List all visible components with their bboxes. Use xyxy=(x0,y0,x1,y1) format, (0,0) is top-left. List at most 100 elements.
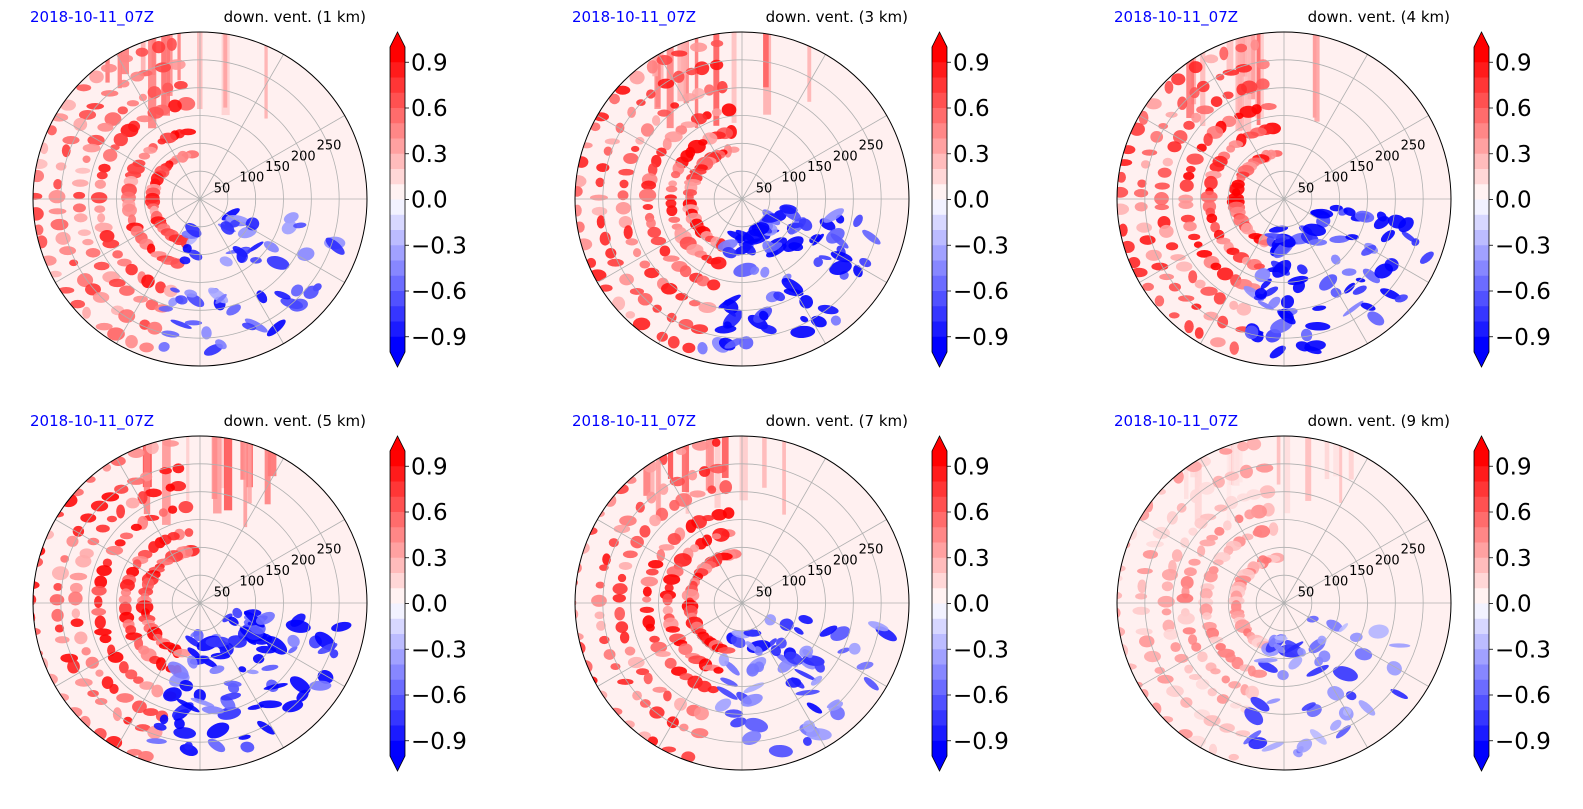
colorbar-segment xyxy=(932,169,947,185)
positive-cell xyxy=(125,263,138,276)
colorbar-segment xyxy=(1474,527,1489,543)
colorbar-segment xyxy=(1474,710,1489,726)
colorbar-segment xyxy=(932,336,947,353)
colorbar-segment xyxy=(932,108,947,124)
positive-cell xyxy=(1154,204,1169,211)
negative-cell xyxy=(289,676,311,694)
positive-cell xyxy=(575,156,589,168)
polar-outline xyxy=(32,31,368,367)
radial-tick-label: 100 xyxy=(781,575,806,590)
negative-cell xyxy=(261,664,279,671)
positive-cell xyxy=(1207,687,1218,697)
negative-cell xyxy=(760,324,777,335)
streak-mark xyxy=(240,436,246,480)
negative-cell xyxy=(768,744,793,758)
grid-spoke xyxy=(741,602,887,687)
negative-cell xyxy=(174,718,185,730)
negative-cell xyxy=(1272,259,1292,278)
positive-cell xyxy=(1117,626,1126,637)
positive-cell xyxy=(682,342,696,354)
positive-cell xyxy=(615,621,629,633)
positive-cell xyxy=(66,707,83,718)
colorbar-tick-label: −0.9 xyxy=(953,325,1009,351)
negative-cell xyxy=(1394,294,1408,303)
streak-mark xyxy=(1247,32,1256,100)
positive-cell xyxy=(152,40,166,54)
colorbar-segment xyxy=(932,245,947,261)
positive-cell xyxy=(615,85,631,95)
radial-tick-label: 150 xyxy=(807,160,832,175)
negative-cell xyxy=(714,325,737,334)
negative-cell xyxy=(1312,305,1327,311)
streak-mark xyxy=(243,436,248,528)
positive-cell xyxy=(71,179,89,187)
positive-cell xyxy=(68,488,84,497)
negative-cell xyxy=(1343,207,1356,216)
negative-cell xyxy=(812,233,824,246)
positive-cell xyxy=(665,185,678,193)
negative-cell xyxy=(226,304,241,316)
positive-cell xyxy=(659,452,668,465)
positive-cell xyxy=(1226,144,1236,153)
streak-mark xyxy=(1226,32,1234,75)
positive-cell xyxy=(132,700,147,714)
positive-cell xyxy=(630,145,640,152)
negative-cell xyxy=(325,237,345,255)
colorbar-segment xyxy=(932,603,947,620)
negative-cell xyxy=(714,698,732,712)
positive-cell xyxy=(82,306,91,319)
positive-cell xyxy=(1141,149,1158,156)
negative-cell xyxy=(806,702,823,714)
positive-cell xyxy=(1206,213,1218,224)
positive-cell xyxy=(1244,509,1255,520)
negative-cell xyxy=(770,645,782,657)
negative-cell xyxy=(1305,322,1331,331)
negative-cell xyxy=(779,618,794,631)
positive-cell xyxy=(655,650,671,657)
positive-cell xyxy=(646,217,656,229)
colorbar-tick-label: 0.9 xyxy=(1495,454,1532,480)
positive-cell xyxy=(662,255,680,262)
positive-cell xyxy=(594,611,605,620)
colorbar-extend-min xyxy=(1474,756,1489,771)
colorbar-segment xyxy=(932,306,947,322)
positive-cell xyxy=(1234,514,1244,524)
positive-cell xyxy=(1199,539,1216,547)
negative-cell xyxy=(255,611,275,625)
positive-cell xyxy=(137,491,148,505)
negative-cell xyxy=(1380,229,1395,243)
negative-cell xyxy=(1329,204,1343,212)
negative-cell xyxy=(764,242,783,253)
positive-cell xyxy=(1133,189,1149,198)
positive-cell xyxy=(1179,179,1194,192)
positive-cell xyxy=(107,651,124,663)
colorbar-segment xyxy=(1474,306,1489,322)
negative-cell xyxy=(853,214,863,228)
negative-cell xyxy=(783,236,804,252)
grid-spoke xyxy=(1283,602,1429,687)
positive-cell xyxy=(658,483,669,495)
colorbar-tick-label: 0.3 xyxy=(1495,546,1532,572)
positive-cell xyxy=(94,205,106,213)
positive-cell xyxy=(711,438,721,447)
positive-cell xyxy=(141,274,155,289)
colorbar-segment xyxy=(1474,275,1489,292)
positive-cell xyxy=(1183,221,1197,232)
radial-tick-label: 150 xyxy=(1349,564,1374,579)
colorbar-segment xyxy=(1474,336,1489,353)
negative-cell xyxy=(1250,696,1270,712)
positive-cell xyxy=(669,499,680,511)
colorbar-segment xyxy=(390,588,405,604)
positive-cell xyxy=(1166,511,1178,525)
positive-cell xyxy=(711,108,722,117)
grid-spoke xyxy=(741,519,887,604)
colorbar-tick-label: −0.9 xyxy=(1495,729,1551,755)
positive-cell xyxy=(1159,273,1175,281)
negative-cell xyxy=(266,255,290,270)
positive-cell xyxy=(1146,540,1164,548)
positive-cell xyxy=(581,526,598,536)
positive-cell xyxy=(1203,570,1218,583)
positive-cell xyxy=(165,483,176,492)
